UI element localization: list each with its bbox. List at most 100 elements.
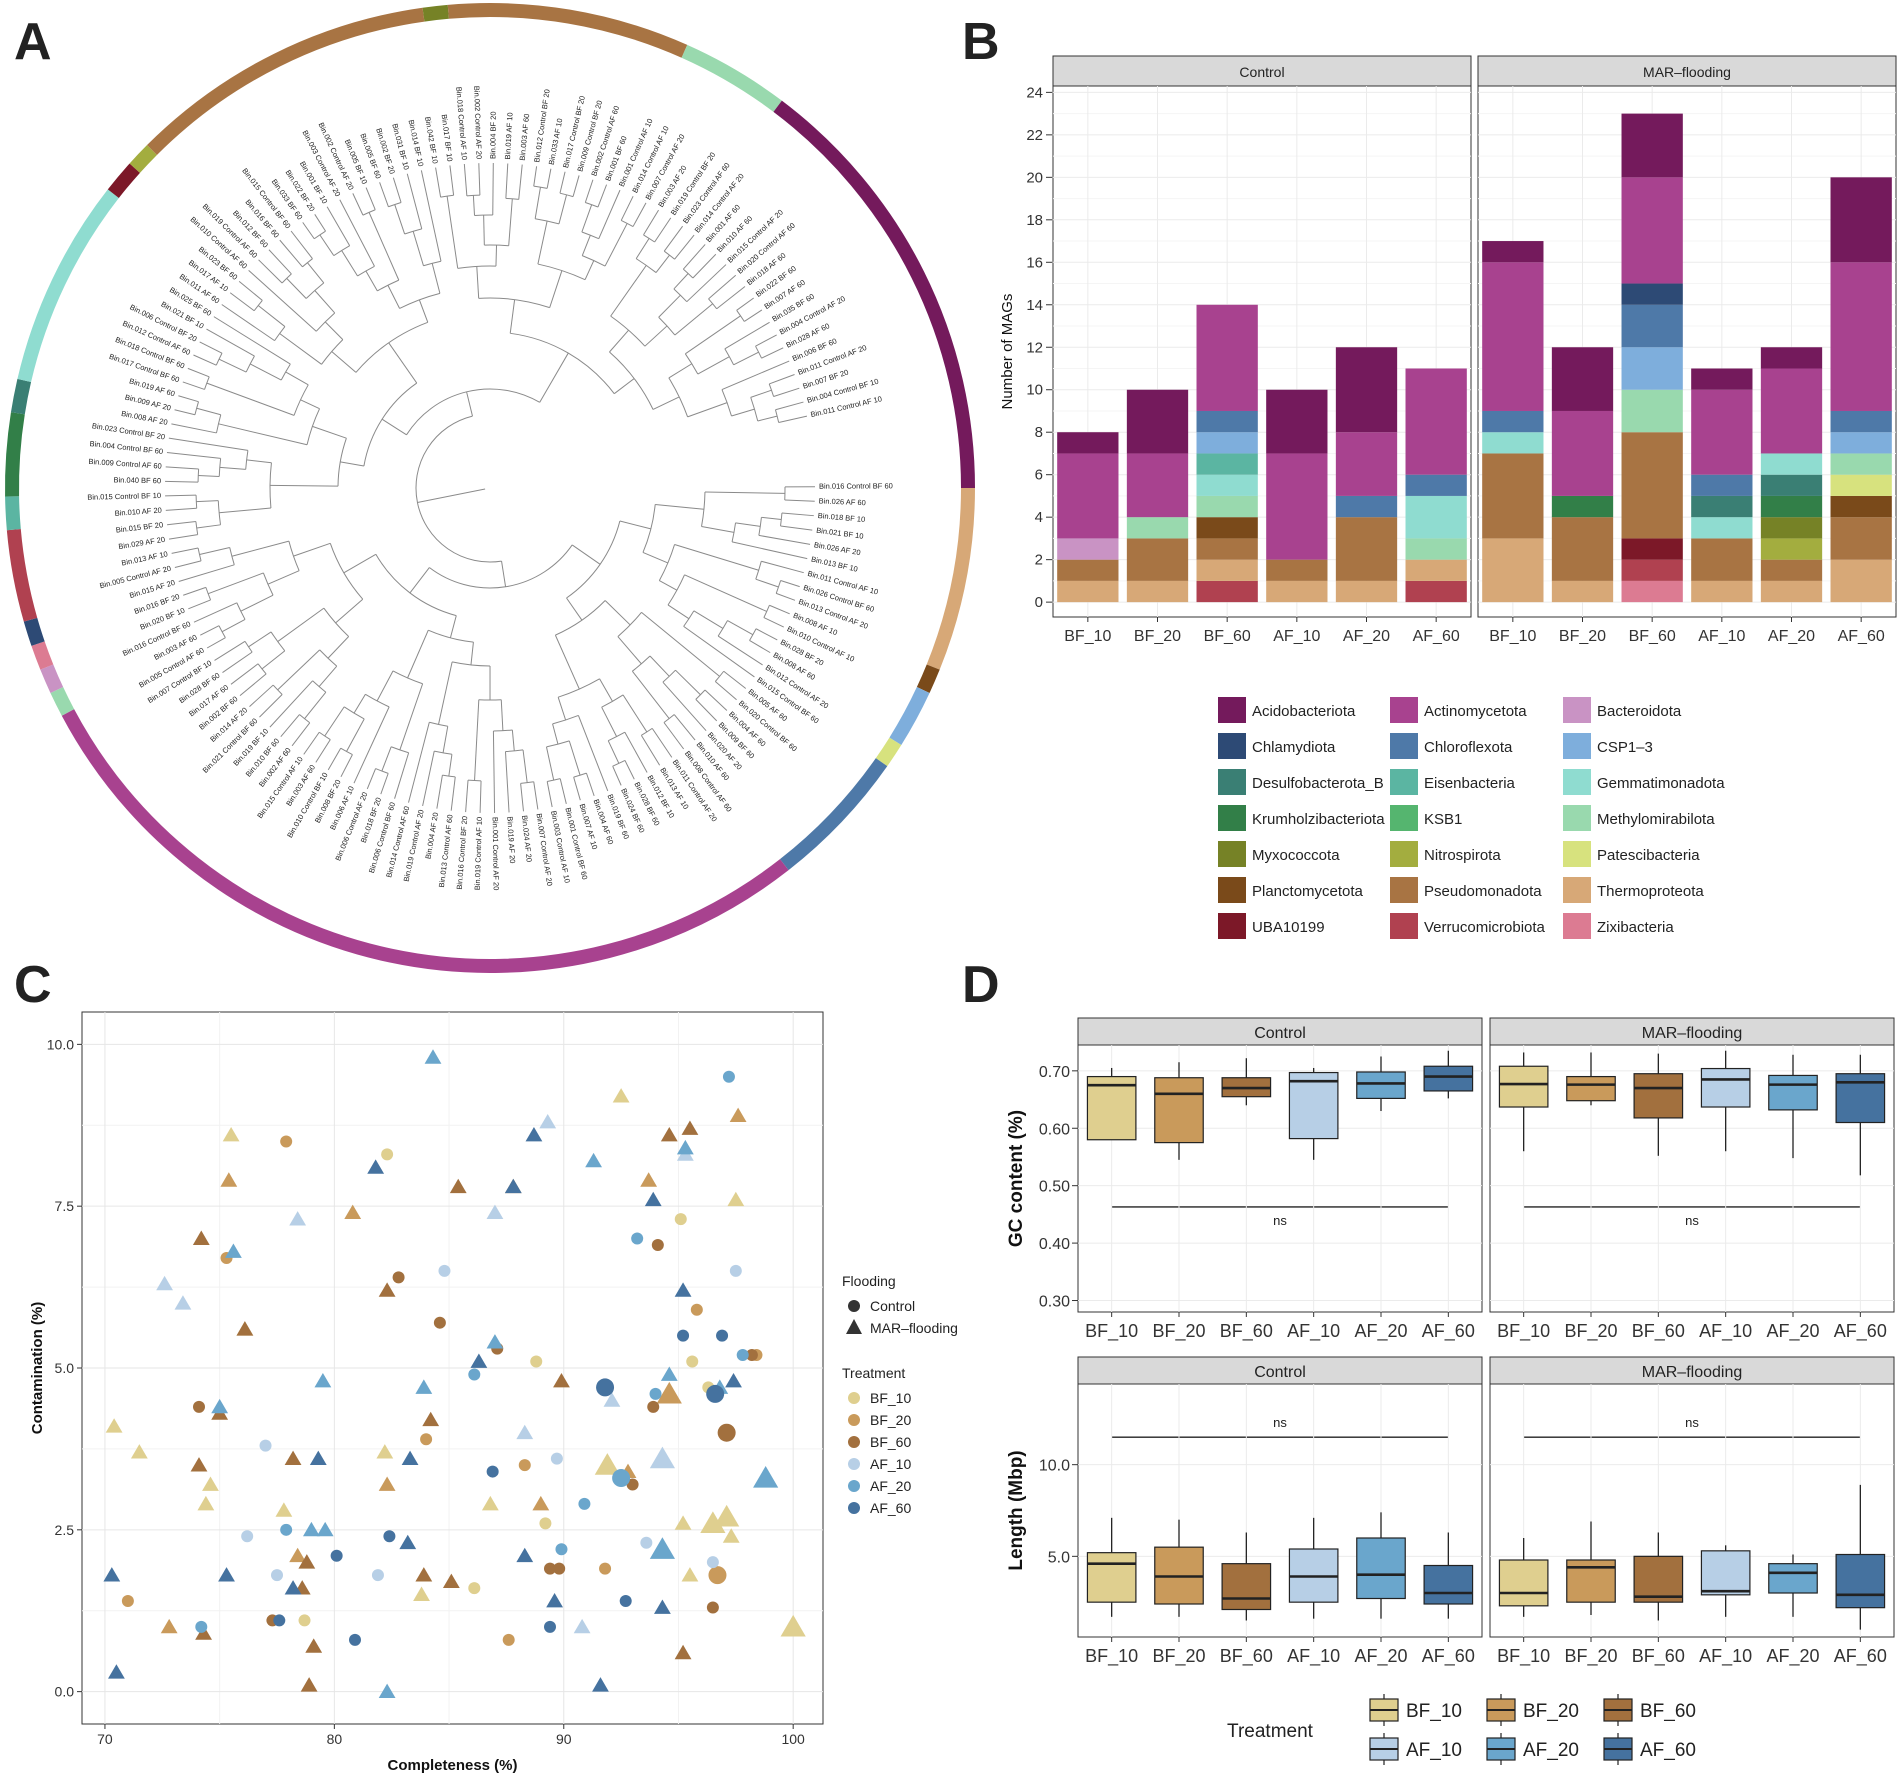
tree-branch — [318, 665, 338, 687]
facet-panel — [1477, 85, 1897, 618]
y-axis-label: Number of MAGs — [999, 294, 1016, 410]
x-tick-label: BF_60 — [1629, 628, 1676, 645]
legend-label: Thermoproteota — [1597, 883, 1704, 900]
legend-label: BF_10 — [870, 1390, 911, 1406]
y-tick-label: 16 — [1026, 254, 1043, 271]
tree-branch — [617, 636, 642, 665]
tree-arc — [253, 300, 263, 312]
tree-branch — [167, 521, 196, 526]
tree-branch — [435, 167, 442, 198]
scatter-point-control — [651, 1239, 664, 1252]
tree-ring-segment — [5, 496, 21, 531]
y-tick-label: 10.0 — [47, 1036, 74, 1052]
x-tick-label: AF_10 — [1699, 1321, 1752, 1342]
y-tick-label: 0.70 — [1039, 1064, 1070, 1081]
legend-title: Flooding — [842, 1273, 896, 1289]
legend-swatch — [1218, 805, 1246, 831]
tree-branch — [470, 642, 474, 666]
scatter-point-control — [729, 1264, 742, 1277]
tree-branch — [187, 367, 210, 378]
tree-branch — [508, 198, 513, 246]
scatter-point-flooding — [220, 1172, 238, 1187]
tree-arc — [337, 438, 347, 487]
box-iqr — [1086, 1552, 1137, 1603]
tree-branch — [206, 328, 255, 357]
tree-branch — [392, 177, 402, 203]
scatter-point-control — [647, 1400, 660, 1413]
scatter-point-flooding — [225, 1243, 242, 1258]
tree-branch — [537, 220, 548, 265]
tree-branch — [183, 586, 207, 596]
tree-branch — [750, 389, 772, 398]
tree-branch — [604, 223, 628, 267]
tree-branch — [597, 184, 608, 208]
tree-branch — [291, 722, 311, 747]
legend-key — [848, 1436, 860, 1448]
bar-segment — [1196, 410, 1258, 433]
bar-segment — [1335, 432, 1398, 496]
tree-branch — [408, 722, 430, 803]
tree-branch — [716, 286, 746, 310]
y-tick-label: 0.30 — [1039, 1294, 1070, 1311]
bar-segment — [1405, 538, 1467, 560]
tree-arc — [774, 409, 780, 423]
tree-branch — [693, 610, 724, 629]
tree-branch — [406, 173, 423, 229]
x-tick-label: BF_60 — [1632, 1321, 1685, 1342]
tree-branch — [778, 415, 808, 424]
tree-branch — [307, 262, 325, 284]
y-tick-label: 8 — [1035, 424, 1043, 441]
tree-branch — [708, 274, 737, 300]
scatter-point-flooding — [195, 1625, 212, 1640]
tree-branch — [412, 231, 424, 266]
legend-swatch — [1390, 769, 1418, 795]
bar-segment — [1266, 453, 1328, 560]
tree-branch — [340, 461, 364, 467]
tree-ring-segment — [779, 758, 888, 871]
tree-ring-segment — [875, 737, 902, 767]
tree-branch — [319, 234, 335, 256]
tree-arc — [641, 727, 653, 736]
tree-branch — [620, 195, 634, 221]
tree-branch — [472, 195, 476, 216]
scatter-point-control — [433, 1316, 446, 1329]
tree-ring-segment — [61, 709, 789, 973]
scatter-point-control — [381, 1148, 394, 1161]
tree-arc — [195, 521, 199, 535]
tree-branch — [495, 245, 498, 267]
bar-segment — [1482, 410, 1544, 433]
facet-panel — [1077, 1383, 1483, 1638]
tree-branch — [302, 222, 315, 240]
tree-branch — [207, 572, 264, 595]
scatter-point-flooding — [660, 1126, 678, 1142]
scatter-point-control — [518, 1459, 531, 1472]
bar-segment — [1691, 538, 1753, 581]
tree-arc — [302, 258, 313, 268]
tree-branch — [193, 354, 217, 366]
tree-branch — [314, 214, 326, 232]
tree-arc — [205, 587, 212, 601]
scatter-point-flooding — [603, 1392, 621, 1407]
tree-branch — [685, 315, 741, 355]
tree-branch — [449, 165, 455, 196]
tree-branch — [280, 714, 300, 738]
scatter-point-flooding — [516, 1547, 534, 1563]
x-tick-label: AF_20 — [1343, 628, 1390, 645]
scatter-point-flooding — [190, 1457, 208, 1472]
bar-segment — [1405, 368, 1467, 475]
tree-branch — [554, 634, 580, 690]
tree-branch — [733, 351, 759, 366]
tree-arc — [581, 231, 599, 240]
tree-branch — [387, 285, 401, 309]
scatter-point-flooding — [108, 1664, 125, 1679]
tree-branch — [572, 175, 580, 197]
scatter-point-control — [383, 1530, 396, 1543]
x-tick-label: 100 — [781, 1731, 805, 1747]
tree-arc — [315, 312, 336, 332]
bar-segment — [1266, 559, 1328, 581]
tree-branch — [604, 600, 631, 626]
tree-arc — [724, 348, 735, 366]
scatter-point-flooding — [367, 1159, 385, 1174]
legend-label: Eisenbacteria — [1424, 775, 1516, 792]
panel-label-b: B — [962, 13, 1000, 71]
